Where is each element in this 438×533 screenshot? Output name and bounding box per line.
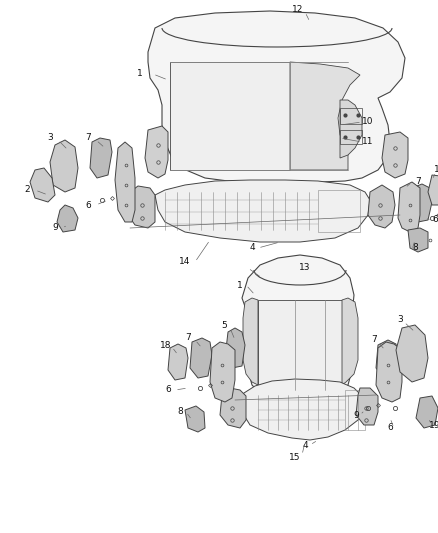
Polygon shape <box>155 180 370 242</box>
Text: 1: 1 <box>137 69 143 78</box>
Text: 15: 15 <box>289 454 301 463</box>
Text: 7: 7 <box>185 334 191 343</box>
Polygon shape <box>170 62 290 170</box>
Text: 9: 9 <box>353 410 359 419</box>
Text: 11: 11 <box>362 138 374 147</box>
Text: 7: 7 <box>415 177 421 187</box>
Polygon shape <box>168 344 188 380</box>
Text: 6: 6 <box>387 424 393 432</box>
Text: 6: 6 <box>85 200 91 209</box>
Text: 7: 7 <box>371 335 377 344</box>
Text: 3: 3 <box>47 133 53 142</box>
Text: 4: 4 <box>302 440 308 449</box>
Text: 10: 10 <box>362 117 374 126</box>
Polygon shape <box>210 342 235 402</box>
Bar <box>318 190 360 232</box>
Polygon shape <box>240 379 364 440</box>
Bar <box>340 108 362 124</box>
Text: 14: 14 <box>179 257 191 266</box>
Polygon shape <box>115 142 135 222</box>
Polygon shape <box>30 168 55 202</box>
Text: 4: 4 <box>249 244 255 253</box>
Polygon shape <box>57 205 78 232</box>
Polygon shape <box>225 328 245 368</box>
Polygon shape <box>90 138 112 178</box>
Text: 18: 18 <box>160 341 172 350</box>
Text: 8: 8 <box>177 408 183 416</box>
Polygon shape <box>242 255 354 402</box>
Polygon shape <box>148 11 405 183</box>
Polygon shape <box>408 228 428 252</box>
Text: 6: 6 <box>432 215 438 224</box>
Polygon shape <box>398 182 420 232</box>
Polygon shape <box>376 340 398 378</box>
Polygon shape <box>243 298 258 385</box>
Polygon shape <box>368 185 395 228</box>
Text: 5: 5 <box>221 321 227 330</box>
Text: 6: 6 <box>165 385 171 394</box>
Text: 19: 19 <box>429 421 438 430</box>
Polygon shape <box>185 406 205 432</box>
Polygon shape <box>258 300 342 390</box>
Bar <box>345 390 365 430</box>
Polygon shape <box>340 100 362 158</box>
Text: 7: 7 <box>85 133 91 142</box>
Polygon shape <box>382 132 408 178</box>
Text: 3: 3 <box>397 316 403 325</box>
Polygon shape <box>220 388 246 428</box>
Bar <box>340 130 362 144</box>
Polygon shape <box>190 338 212 378</box>
Text: 2: 2 <box>24 185 30 195</box>
Polygon shape <box>290 62 360 170</box>
Text: 8: 8 <box>412 244 418 253</box>
Polygon shape <box>410 184 432 222</box>
Polygon shape <box>128 186 155 228</box>
Polygon shape <box>145 126 168 178</box>
Text: 9: 9 <box>52 223 58 232</box>
Text: 18: 18 <box>434 166 438 174</box>
Polygon shape <box>50 140 78 192</box>
Polygon shape <box>342 298 358 385</box>
Polygon shape <box>396 325 428 382</box>
Polygon shape <box>376 342 402 402</box>
Text: 1: 1 <box>237 280 243 289</box>
Text: 12: 12 <box>292 5 304 14</box>
Text: 13: 13 <box>299 263 311 272</box>
Polygon shape <box>356 388 378 425</box>
Polygon shape <box>416 396 438 428</box>
Polygon shape <box>428 175 438 205</box>
